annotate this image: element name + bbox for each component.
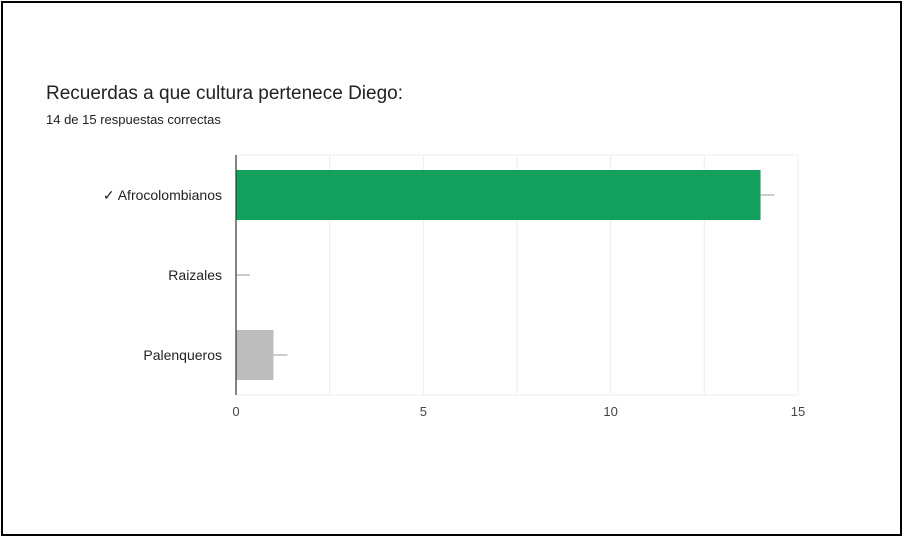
x-tick-label: 15 — [791, 404, 805, 419]
category-label: Palenqueros — [143, 347, 222, 363]
category-label: ✓ Afrocolombianos — [103, 187, 222, 203]
x-tick-label: 0 — [232, 404, 239, 419]
question-title: Recuerdas a que cultura pertenece Diego: — [46, 83, 404, 104]
x-tick-label: 5 — [420, 404, 427, 419]
correct-responses-summary: 14 de 15 respuestas correctas — [46, 112, 221, 127]
x-tick-label: 10 — [603, 404, 617, 419]
category-label: Raizales — [168, 267, 222, 283]
bar — [236, 170, 761, 220]
bar — [236, 330, 274, 380]
